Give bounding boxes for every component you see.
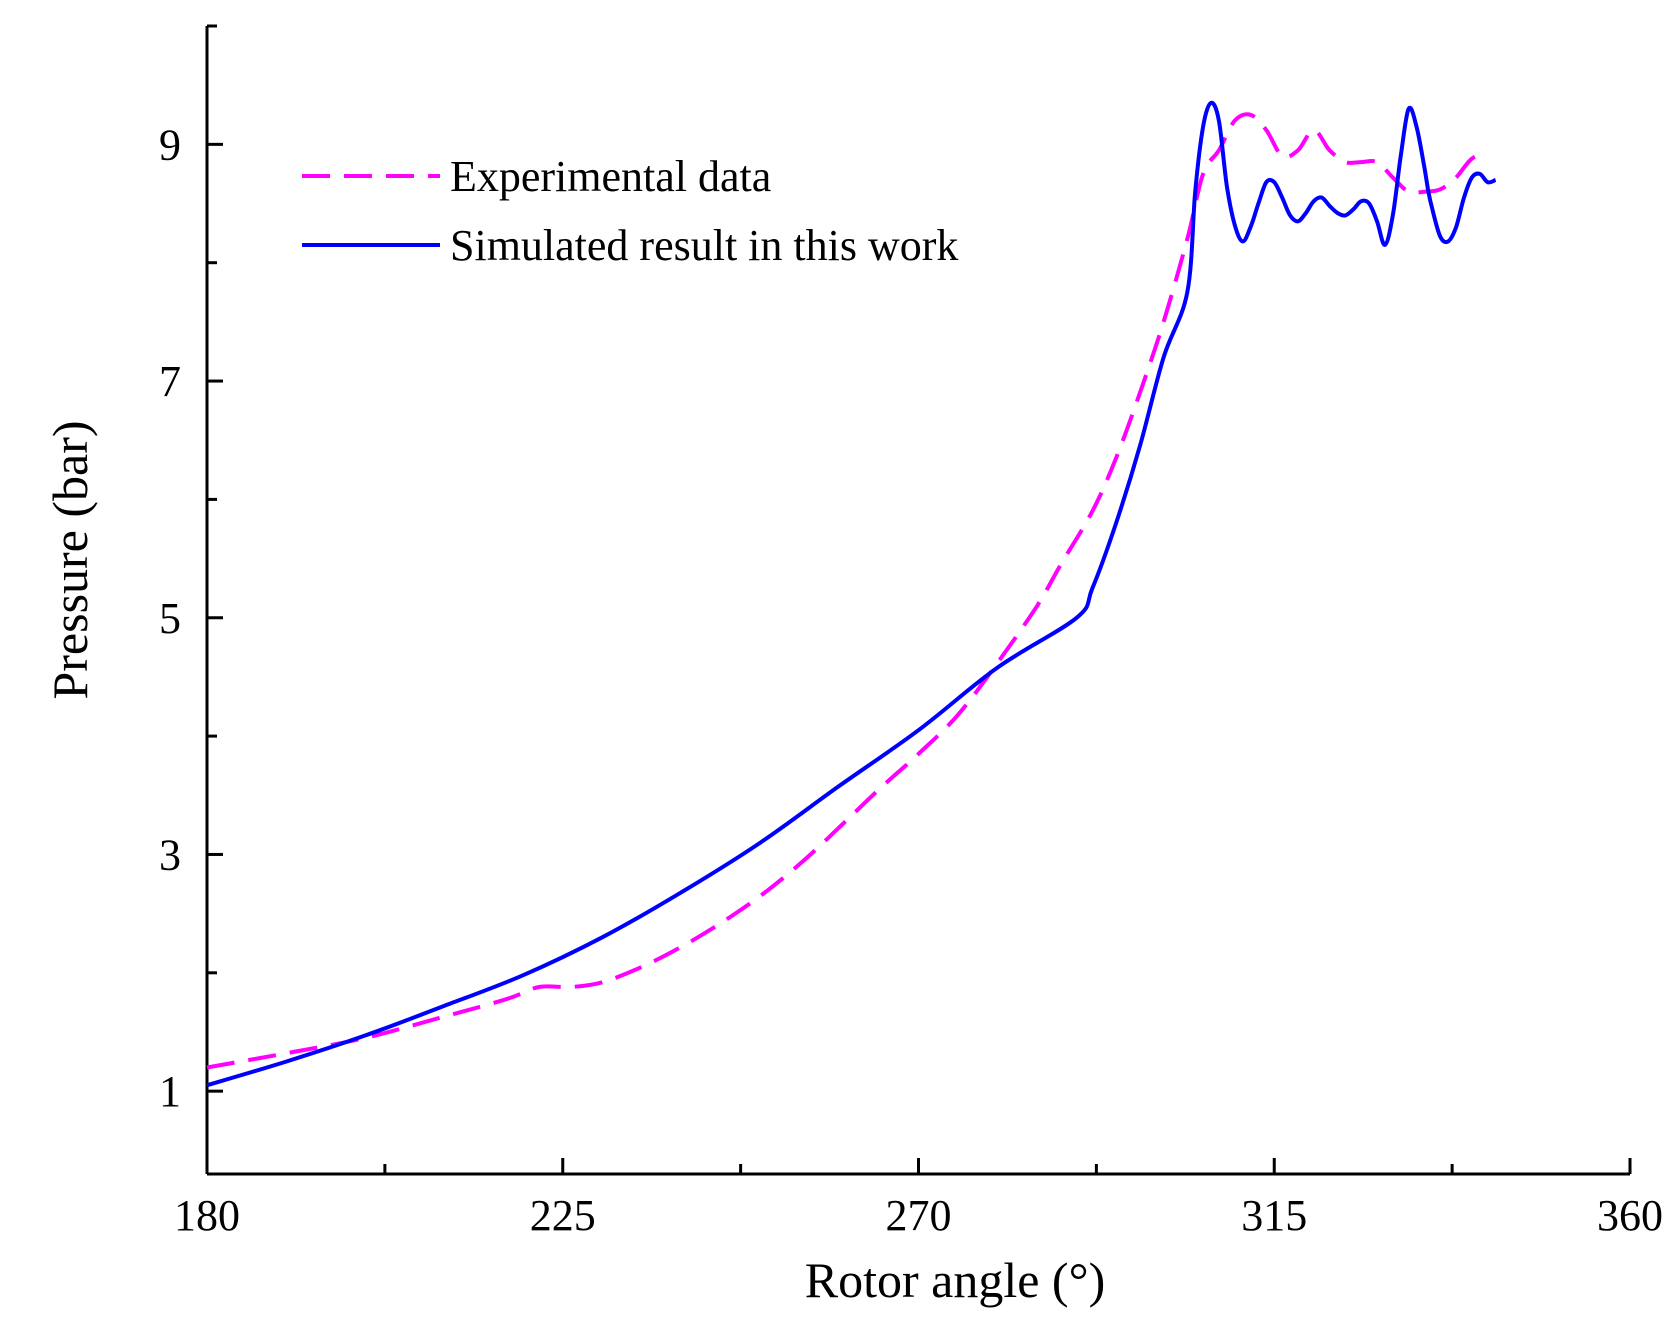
- y-axis-title: Pressure (bar): [42, 420, 98, 699]
- y-tick-label-7: 7: [159, 357, 181, 406]
- y-tick-label-1: 1: [159, 1067, 181, 1116]
- x-axis-ticks: [205, 1158, 1632, 1174]
- x-tick-label-315: 315: [1241, 1191, 1307, 1240]
- series-group: [206, 100, 1497, 1088]
- x-tick-label-270: 270: [886, 1191, 952, 1240]
- y-axis-ticks: [207, 24, 223, 1093]
- x-tick-label-180: 180: [174, 1191, 240, 1240]
- y-tick-label-3: 3: [159, 830, 181, 879]
- x-axis-title: Rotor angle (°): [805, 1252, 1105, 1308]
- x-axis-tick-labels: 180 225 270 315 360: [174, 1191, 1663, 1240]
- legend: Experimental data Simulated result in th…: [302, 152, 958, 270]
- y-axis-tick-labels: 1 3 5 7 9: [159, 120, 181, 1116]
- series-line-simulated: [206, 100, 1497, 1088]
- series-line-experimental: [206, 112, 1489, 1070]
- legend-label-simulated: Simulated result in this work: [450, 221, 958, 270]
- legend-label-experimental: Experimental data: [450, 152, 771, 201]
- y-tick-label-9: 9: [159, 120, 181, 169]
- x-tick-label-225: 225: [530, 1191, 596, 1240]
- x-tick-label-360: 360: [1597, 1191, 1663, 1240]
- y-tick-label-5: 5: [159, 594, 181, 643]
